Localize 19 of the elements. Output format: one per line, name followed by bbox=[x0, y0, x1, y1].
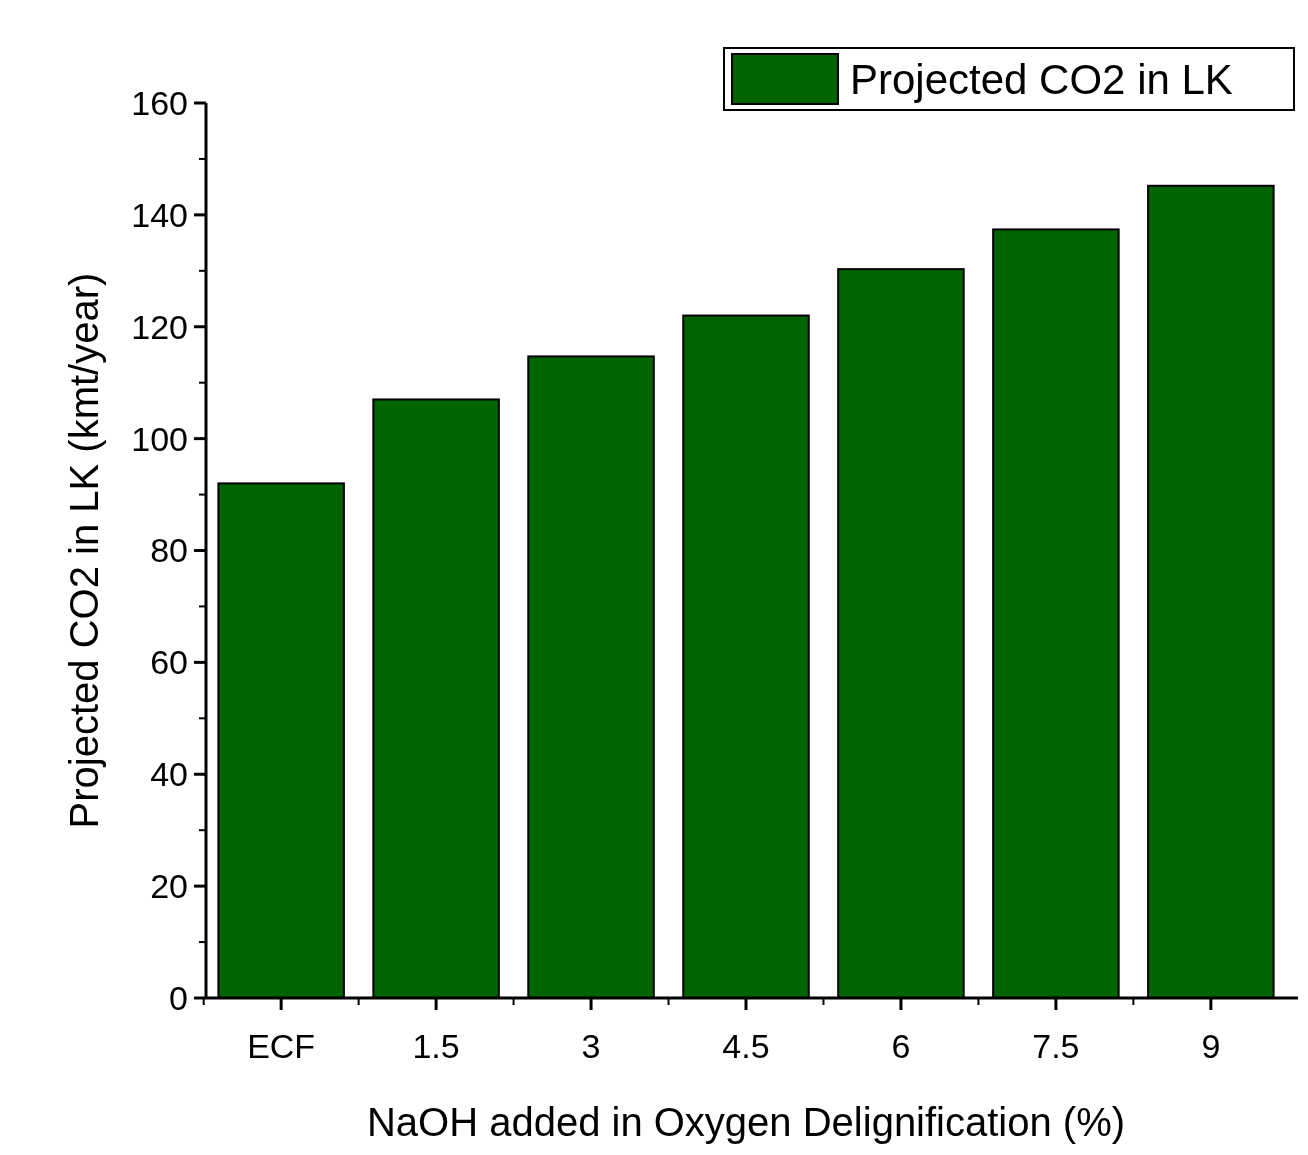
y-tick-label: 120 bbox=[131, 307, 188, 346]
x-tick-label: 9 bbox=[1201, 1027, 1221, 1065]
y-tick-label: 0 bbox=[169, 978, 188, 1017]
y-tick-label: 60 bbox=[150, 643, 188, 682]
x-axis-title: NaOH added in Oxygen Delignification (%) bbox=[366, 1100, 1126, 1144]
x-tick-label: 6 bbox=[891, 1027, 911, 1065]
legend-label: Projected CO2 in LK bbox=[850, 55, 1233, 103]
x-tick-label: 3 bbox=[581, 1027, 601, 1065]
x-tick-label: ECF bbox=[247, 1027, 316, 1065]
x-tick-label: 7.5 bbox=[1032, 1027, 1080, 1065]
y-tick-label: 100 bbox=[131, 419, 188, 458]
y-axis-title: Projected CO2 in LK (kmt/year) bbox=[62, 272, 106, 829]
x-tick-label: 4.5 bbox=[722, 1027, 770, 1065]
y-tick-label: 20 bbox=[150, 867, 188, 906]
y-tick-label: 80 bbox=[150, 531, 188, 570]
y-tick-label: 40 bbox=[150, 755, 188, 794]
y-tick-label: 140 bbox=[131, 195, 188, 234]
y-tick-label: 160 bbox=[131, 83, 188, 122]
x-tick-label: 1.5 bbox=[412, 1027, 460, 1065]
